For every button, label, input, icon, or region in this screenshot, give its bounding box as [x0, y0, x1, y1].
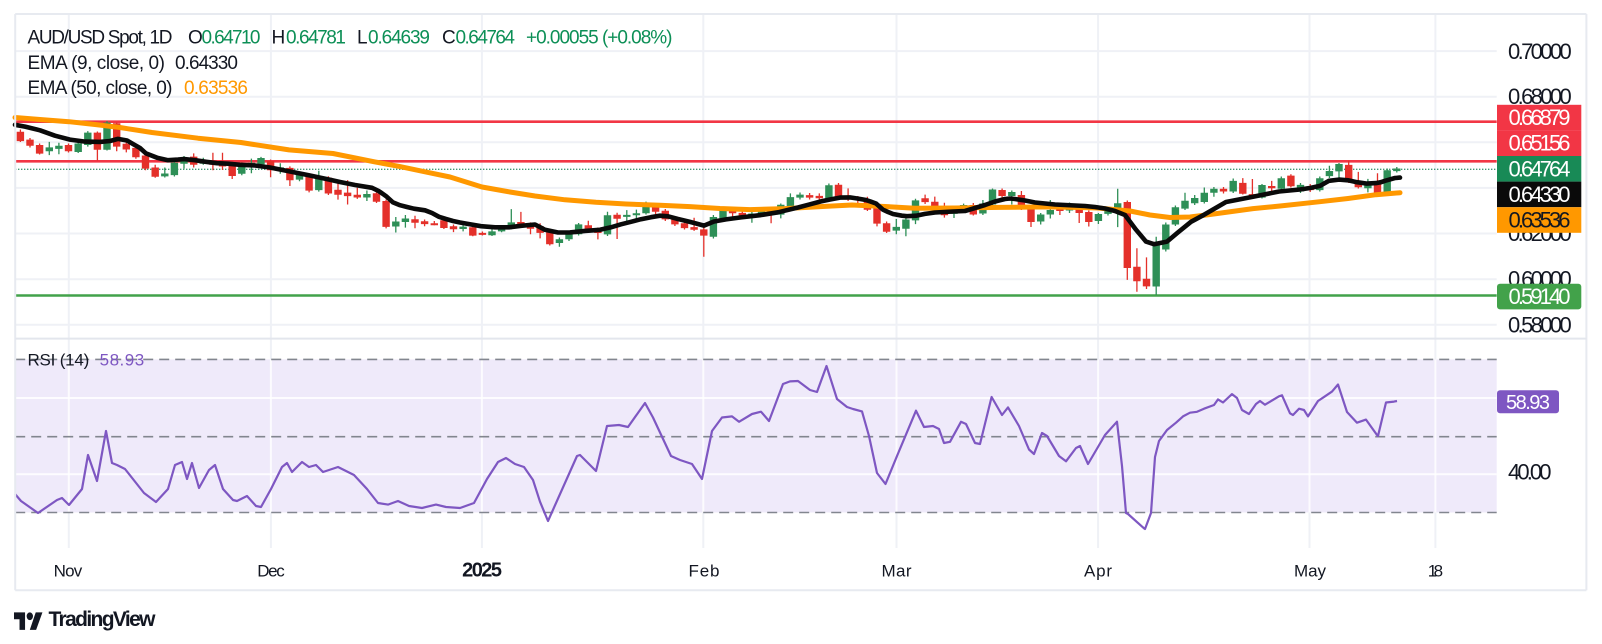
svg-text:0.66879: 0.66879 — [1509, 105, 1571, 130]
svg-text:O: O — [188, 28, 203, 49]
svg-text:Apr: Apr — [1084, 562, 1112, 581]
svg-text:0.64639: 0.64639 — [368, 28, 430, 49]
svg-text:TradingView: TradingView — [49, 608, 157, 631]
svg-text:0.65156: 0.65156 — [1509, 131, 1571, 156]
svg-text:AUD/USD Spot, 1D: AUD/USD Spot, 1D — [28, 28, 173, 49]
svg-text:40.00: 40.00 — [1508, 460, 1552, 485]
svg-text:0.70000: 0.70000 — [1508, 39, 1572, 64]
svg-text:0.63536: 0.63536 — [1509, 208, 1571, 233]
svg-text:EMA (9, close, 0): EMA (9, close, 0) — [28, 53, 166, 74]
svg-text:58.93: 58.93 — [100, 350, 145, 369]
svg-text:18: 18 — [1428, 562, 1443, 581]
svg-text:2025: 2025 — [462, 560, 502, 582]
svg-text:0.64764: 0.64764 — [1509, 156, 1571, 181]
svg-text:L: L — [357, 28, 368, 49]
svg-text:0.63536: 0.63536 — [184, 78, 248, 99]
svg-text:0.64330: 0.64330 — [1509, 182, 1571, 207]
svg-text:EMA (50, close, 0): EMA (50, close, 0) — [28, 78, 173, 99]
svg-text:0.64330: 0.64330 — [175, 53, 238, 74]
svg-text:Dec: Dec — [257, 562, 285, 581]
svg-text:Mar: Mar — [882, 562, 912, 581]
svg-text:C: C — [442, 28, 456, 49]
svg-text:0.64764: 0.64764 — [456, 28, 516, 49]
svg-text:H: H — [272, 28, 286, 49]
svg-text:0.58000: 0.58000 — [1508, 312, 1572, 337]
svg-text:0.64710: 0.64710 — [202, 28, 261, 49]
svg-text:RSI (14): RSI (14) — [28, 350, 90, 369]
svg-text:58.93: 58.93 — [1506, 392, 1550, 414]
svg-text:0.59140: 0.59140 — [1509, 284, 1571, 309]
svg-text:+0.00055 (+0.08%): +0.00055 (+0.08%) — [526, 28, 673, 49]
svg-text:Feb: Feb — [689, 562, 720, 581]
svg-text:0.64781: 0.64781 — [286, 28, 346, 49]
svg-text:May: May — [1294, 562, 1327, 581]
svg-text:Nov: Nov — [54, 562, 83, 581]
